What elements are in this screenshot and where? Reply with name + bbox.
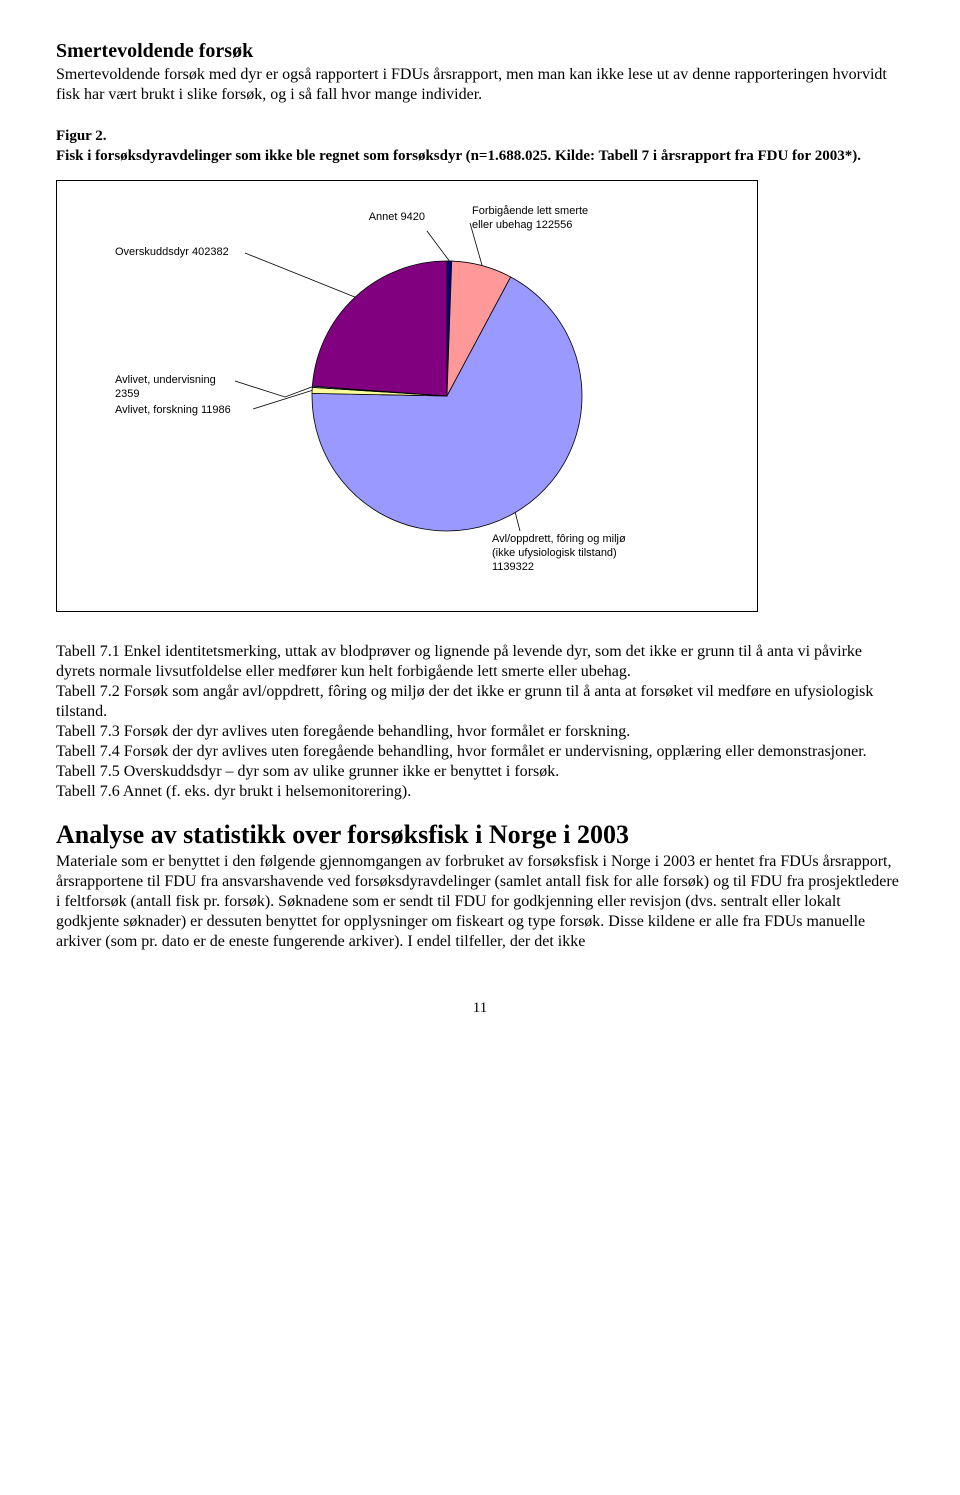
section-body-analyse: Materiale som er benyttet i den følgende… — [56, 852, 904, 952]
leader-line — [253, 390, 312, 409]
label-avl: Avl/oppdrett, fôring og miljø (ikke ufys… — [492, 533, 632, 574]
pie-slice — [312, 261, 447, 396]
leader-line — [245, 253, 355, 297]
leader-line — [235, 381, 312, 397]
leader-line — [427, 231, 449, 261]
note-7-5: Tabell 7.5 Overskuddsdyr – dyr som av ul… — [56, 762, 904, 782]
note-7-6: Tabell 7.6 Annet (f. eks. dyr brukt i he… — [56, 782, 904, 802]
section-body-smerte: Smertevoldende forsøk med dyr er også ra… — [56, 65, 904, 105]
label-forskning: Avlivet, forskning 11986 — [115, 404, 255, 418]
section-heading-smerte: Smertevoldende forsøk — [56, 40, 904, 63]
note-7-4: Tabell 7.4 Forsøk der dyr avlives uten f… — [56, 742, 904, 762]
figure-number: Figur 2. — [56, 128, 107, 144]
label-overskudds: Overskuddsdyr 402382 — [115, 246, 245, 260]
note-7-1: Tabell 7.1 Enkel identitetsmerking, utta… — [56, 642, 904, 682]
section-heading-analyse: Analyse av statistikk over forsøksfisk i… — [56, 820, 904, 850]
figure-caption: Figur 2. Fisk i forsøksdyravdelinger som… — [56, 127, 904, 166]
figure-caption-text: Fisk i forsøksdyravdelinger som ikke ble… — [56, 148, 861, 164]
label-forbigaende: Forbigående lett smerte eller ubehag 122… — [472, 205, 592, 233]
leader-line — [515, 512, 520, 531]
note-7-3: Tabell 7.3 Forsøk der dyr avlives uten f… — [56, 722, 904, 742]
label-annet: Annet 9420 — [365, 211, 425, 225]
note-7-2: Tabell 7.2 Forsøk som angår avl/oppdrett… — [56, 682, 904, 722]
page-number: 11 — [56, 1000, 904, 1017]
label-undervisning: Avlivet, undervisning 2359 — [115, 374, 235, 402]
pie-chart-frame: Annet 9420 Forbigående lett smerte eller… — [56, 180, 758, 612]
